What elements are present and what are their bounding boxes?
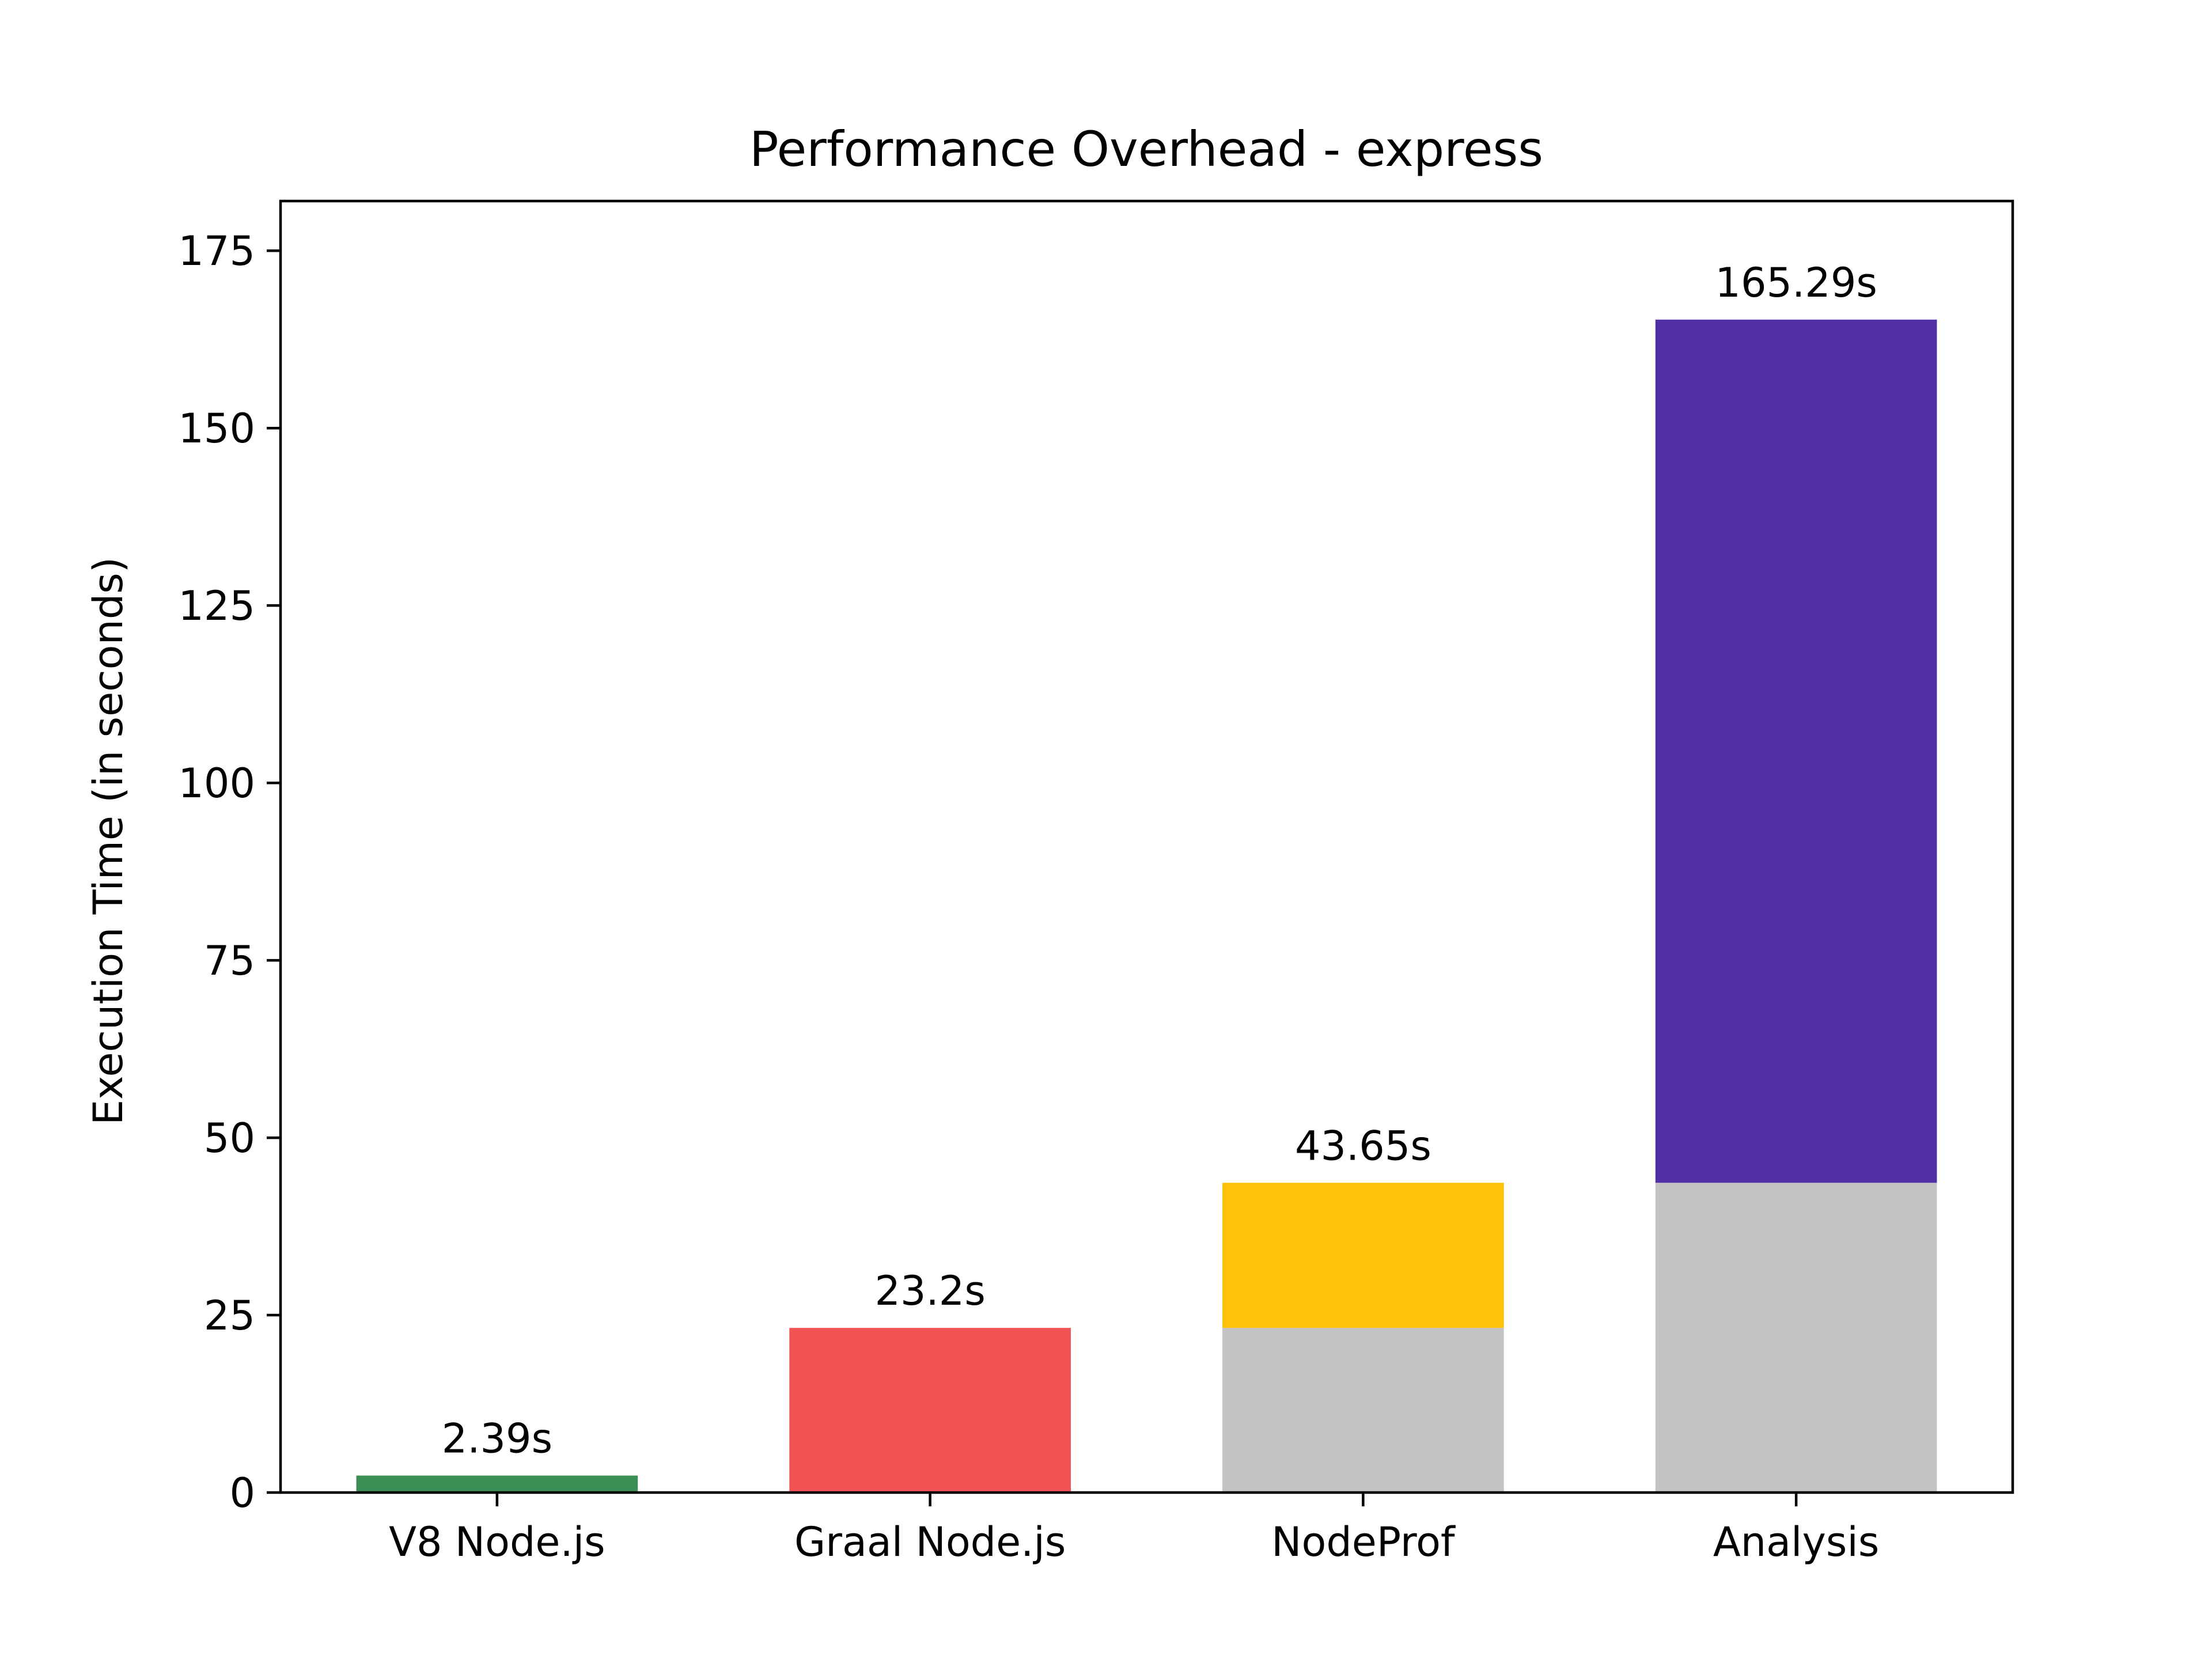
x-tick-label-0: V8 Node.js (389, 1518, 605, 1566)
y-tick-label-1: 25 (204, 1292, 255, 1339)
axes-layer: 0 25 50 75 100 125 150 175 V8 Node.js Graal Node.… (178, 228, 1879, 1566)
y-axis-title: Execution Time (in seconds) (85, 557, 132, 1125)
data-label-0: 2.39s (442, 1415, 552, 1463)
bar-segment-1-0 (789, 1328, 1071, 1493)
plot-frame (279, 199, 2014, 1494)
data-label-2: 43.65s (1295, 1122, 1431, 1169)
bar-segment-2-1 (1222, 1183, 1504, 1328)
bar-segment-3-0 (1655, 1183, 1937, 1493)
y-tick-label-3: 75 (204, 937, 255, 984)
y-tick-label-2: 50 (204, 1115, 255, 1162)
y-tick-label-4: 100 (178, 760, 255, 807)
y-tick-label-6: 150 (178, 405, 255, 452)
x-tick-label-1: Graal Node.js (794, 1518, 1066, 1566)
data-label-3: 165.29s (1715, 259, 1877, 306)
bars-layer: 2.39s 23.2s 43.65s 165.29s (356, 259, 1937, 1493)
chart-title: Performance Overhead - express (749, 121, 1543, 177)
x-tick-label-2: NodeProf (1271, 1518, 1456, 1566)
bar-segment-2-0 (1222, 1328, 1504, 1493)
bar-segment-0-0 (356, 1475, 638, 1493)
y-tick-label-0: 0 (229, 1469, 255, 1517)
data-label-1: 23.2s (874, 1267, 985, 1315)
x-tick-label-3: Analysis (1713, 1518, 1879, 1566)
y-tick-label-5: 125 (178, 582, 255, 630)
y-tick-label-7: 175 (178, 228, 255, 275)
bar-segment-3-1 (1655, 319, 1937, 1183)
